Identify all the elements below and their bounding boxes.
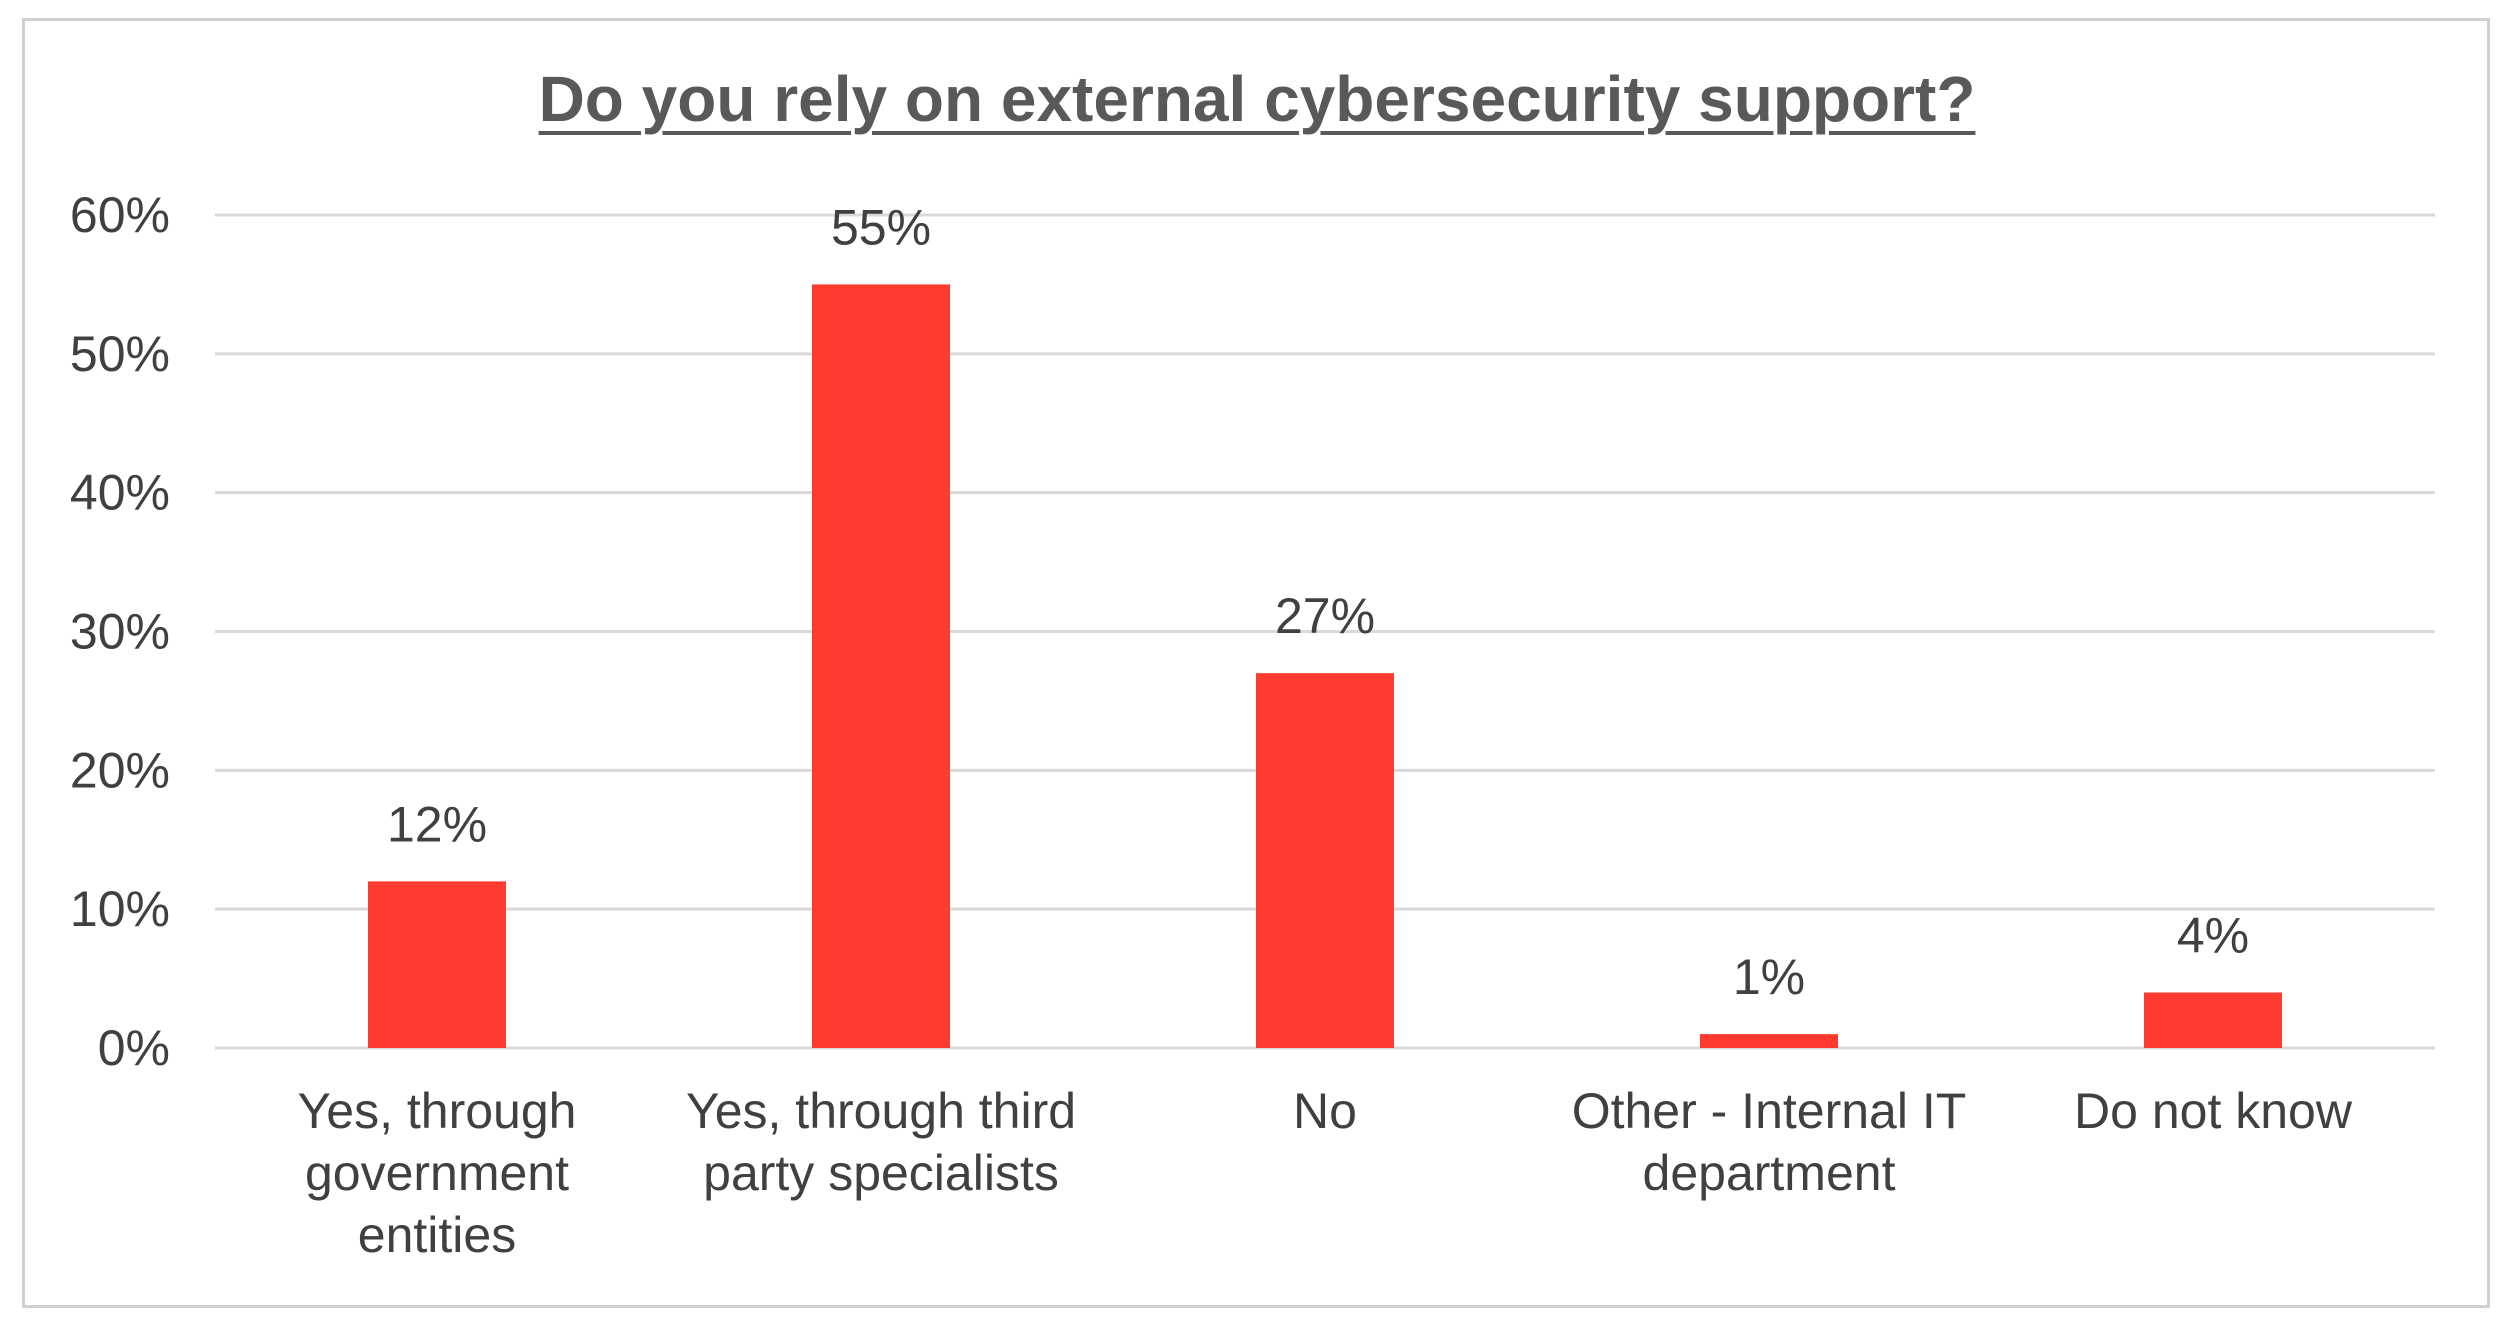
bars [368, 284, 2282, 1049]
x-axis-category-labels: Yes, through government entities Yes, throu… [298, 1083, 2353, 1263]
category-label: Yes, through government entities [298, 1083, 577, 1263]
y-tick-label: 40% [70, 465, 170, 521]
chart-frame [22, 18, 2490, 1308]
y-tick-label: 60% [70, 187, 170, 243]
y-tick-label: 0% [98, 1020, 170, 1076]
y-tick-label: 20% [70, 742, 170, 798]
y-tick-label: 10% [70, 881, 170, 937]
bar [1256, 673, 1394, 1048]
bar [1700, 1034, 1838, 1048]
data-labels: 12% 55% 27% 1% 4% [387, 199, 2249, 1005]
data-label: 27% [1275, 588, 1375, 644]
category-label: Yes, through third party specialists [686, 1083, 1076, 1201]
data-label: 1% [1733, 949, 1805, 1005]
y-tick-label: 50% [70, 326, 170, 382]
category-label: Do not know [2074, 1083, 2353, 1139]
data-label: 55% [831, 199, 931, 255]
data-label: 4% [2177, 907, 2249, 963]
chart-title: Do you rely on external cybersecurity su… [538, 63, 1976, 135]
bar [812, 284, 950, 1049]
data-label: 12% [387, 796, 487, 852]
bar [2144, 992, 2282, 1048]
category-label: No [1293, 1083, 1357, 1139]
bar [368, 881, 506, 1048]
y-tick-label: 30% [70, 604, 170, 660]
category-label: Other - Internal IT department [1572, 1083, 1967, 1201]
y-axis-tick-labels: 0% 10% 20% 30% 40% 50% 60% [70, 187, 170, 1076]
